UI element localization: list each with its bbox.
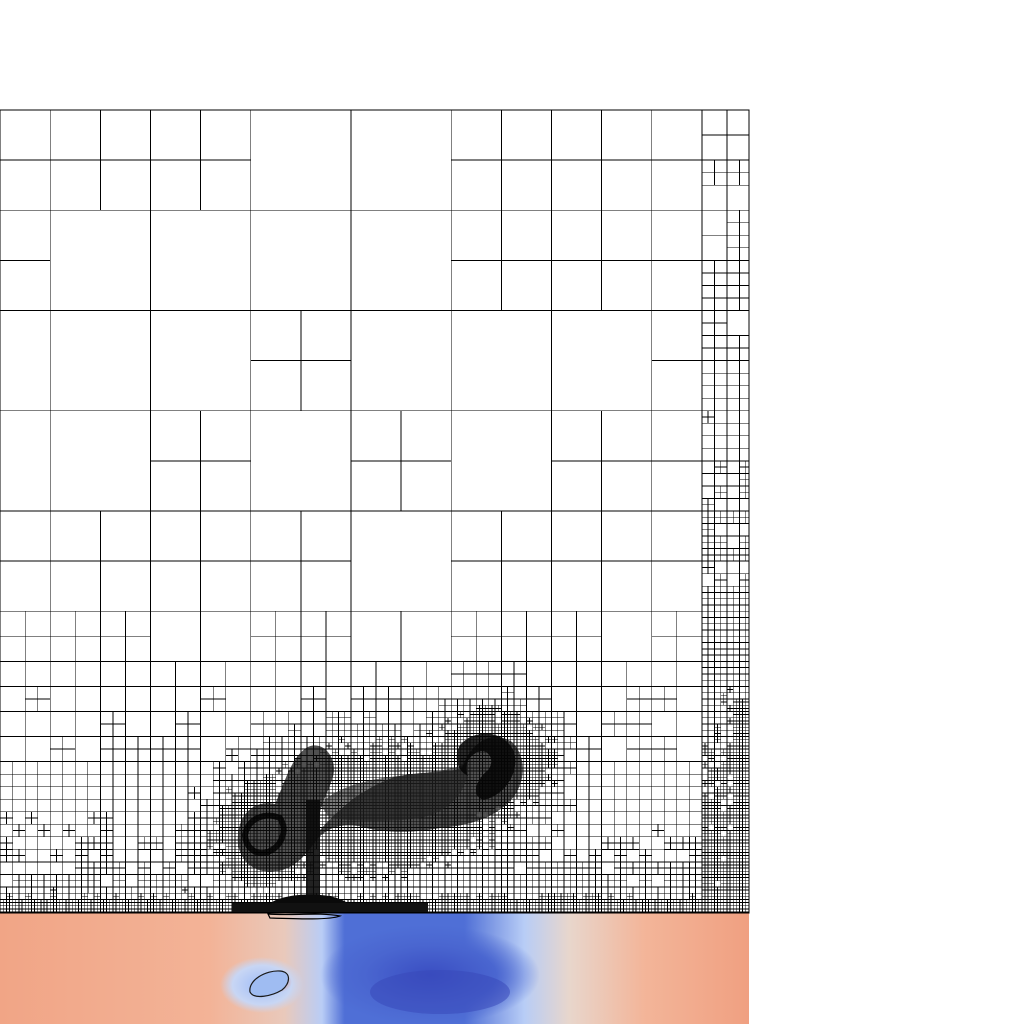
interface-contour <box>266 913 343 920</box>
interface-band <box>232 903 428 912</box>
vortex-roll-left <box>241 812 287 856</box>
low-value-deep <box>370 970 510 1014</box>
vortex-arm <box>320 762 469 821</box>
vortex-structure <box>232 733 523 920</box>
vortex-roll-right <box>456 733 516 800</box>
mesh-domain-border <box>0 109 750 914</box>
contour-blob <box>249 970 290 998</box>
vortex-stem <box>306 800 320 908</box>
scalar-field-panel <box>0 913 749 1024</box>
